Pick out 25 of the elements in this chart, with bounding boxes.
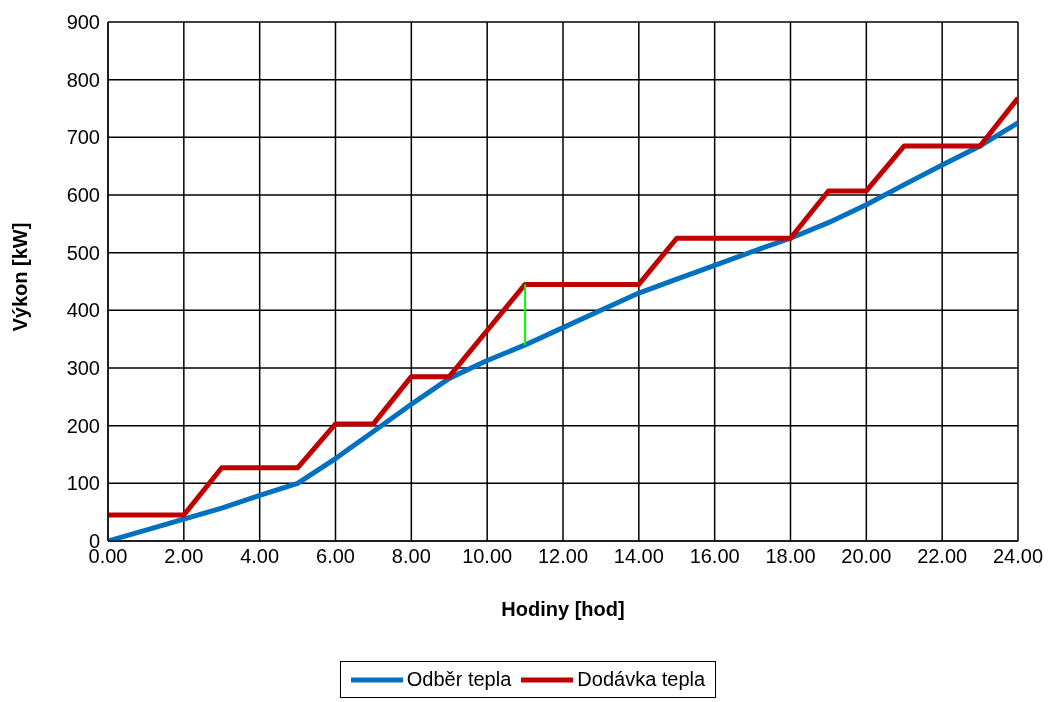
x-tick-label: 10.00 (462, 545, 513, 568)
y-tick-label: 800 (66, 68, 100, 91)
legend-label: Dodávka tepla (576, 668, 706, 691)
x-tick-label: 8.00 (391, 545, 431, 568)
x-tick-label: 22.00 (917, 545, 968, 568)
y-tick-label: 100 (66, 472, 100, 495)
y-axis-title: Výkon [kW] (9, 222, 32, 332)
legend-label: Odběr tepla (405, 668, 512, 691)
x-tick-label: 12.00 (537, 545, 589, 568)
x-tick-label: 4.00 (240, 545, 280, 568)
y-tick-label: 200 (66, 414, 100, 437)
y-tick-label: 500 (66, 241, 100, 264)
x-tick-label: 14.00 (613, 545, 664, 568)
x-tick-label: 18.00 (765, 545, 816, 568)
x-tick-label: 24.00 (992, 545, 1044, 568)
x-axis-title: Hodiny [hod] (501, 598, 625, 620)
x-tick-label: 16.00 (689, 545, 740, 568)
x-tick-label: 6.00 (316, 545, 355, 568)
y-tick-label: 600 (66, 184, 100, 207)
y-tick-label: 900 (66, 11, 100, 34)
y-tick-label: 300 (66, 357, 100, 380)
x-tick-label: 2.00 (164, 545, 204, 568)
y-tick-label: 400 (66, 299, 100, 322)
x-tick-label: 20.00 (841, 545, 892, 568)
y-tick-label: 700 (66, 126, 100, 149)
